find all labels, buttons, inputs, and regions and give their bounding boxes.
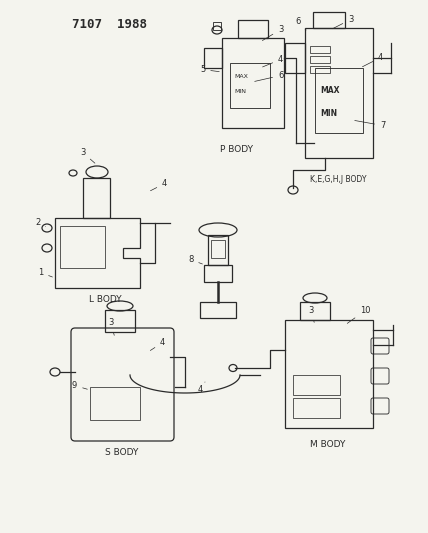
Text: 4: 4	[198, 382, 205, 394]
Text: MIN: MIN	[234, 89, 246, 94]
Text: P BODY: P BODY	[220, 145, 253, 154]
Text: MIN: MIN	[320, 109, 337, 118]
Text: 7: 7	[355, 120, 385, 130]
Text: 3: 3	[333, 15, 354, 29]
Text: 8: 8	[188, 255, 202, 264]
Text: 2: 2	[35, 218, 45, 227]
Text: 5: 5	[200, 65, 219, 74]
Text: M BODY: M BODY	[310, 440, 346, 449]
Text: 4: 4	[150, 338, 165, 351]
Text: 9: 9	[72, 381, 87, 390]
Text: 3: 3	[262, 25, 283, 41]
Text: 6: 6	[295, 17, 306, 30]
Text: 10: 10	[347, 306, 371, 324]
Text: 3: 3	[308, 306, 314, 322]
Text: S BODY: S BODY	[105, 448, 139, 457]
Text: 3: 3	[80, 148, 95, 163]
Text: 6: 6	[255, 71, 283, 82]
Text: 3: 3	[108, 318, 114, 335]
Text: MAX: MAX	[320, 86, 339, 95]
Text: MAX: MAX	[234, 74, 248, 79]
Text: 7107  1988: 7107 1988	[72, 18, 147, 31]
Text: 4: 4	[262, 55, 283, 67]
Text: K,E,G,H,J BODY: K,E,G,H,J BODY	[310, 175, 366, 184]
Text: 4: 4	[363, 53, 383, 67]
Text: 4: 4	[151, 179, 167, 191]
Text: L BODY: L BODY	[89, 295, 121, 304]
Text: 1: 1	[38, 268, 52, 277]
